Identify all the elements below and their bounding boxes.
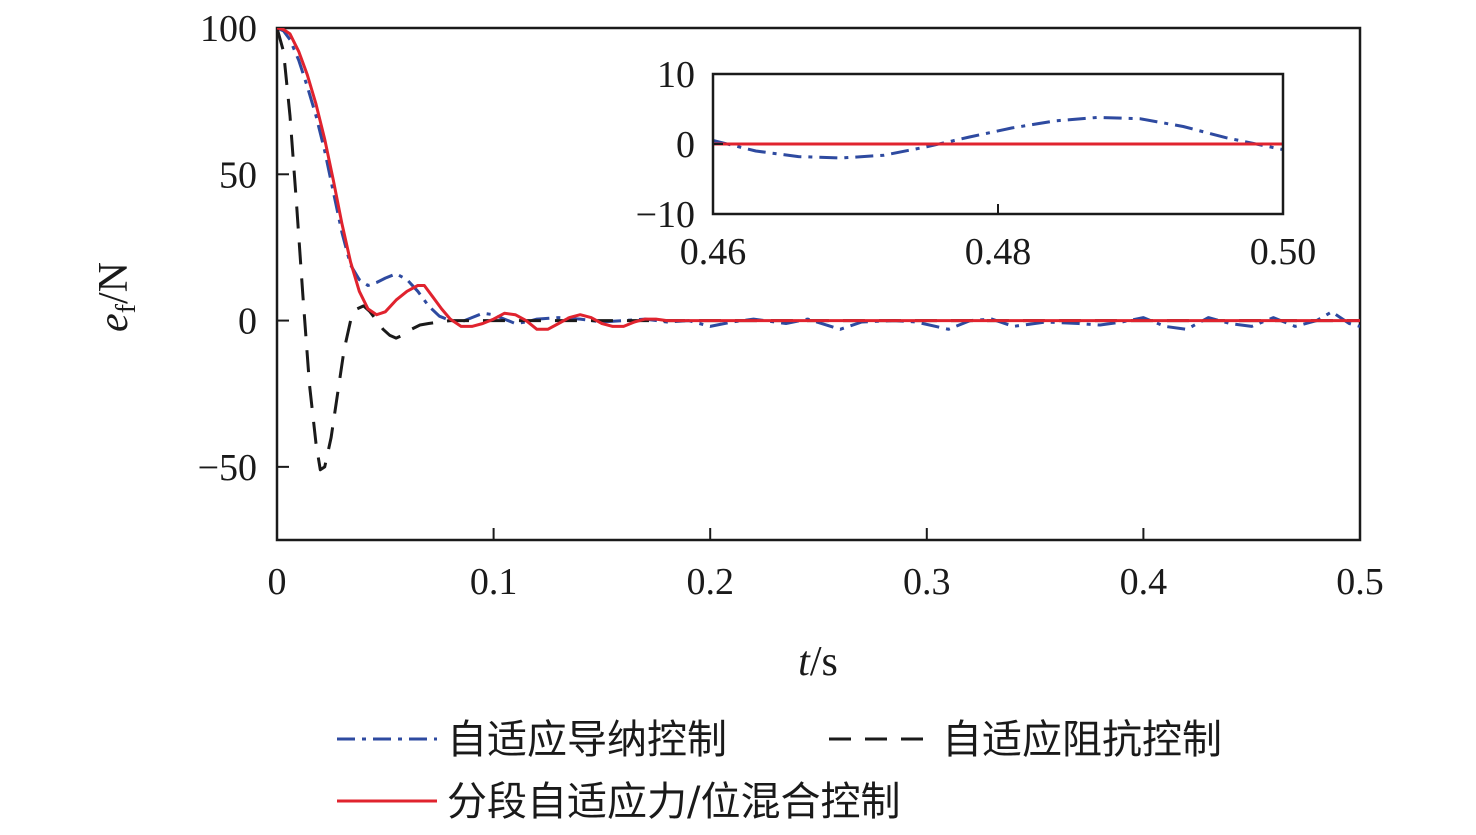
- x-tick-label: 0.48: [965, 231, 1032, 273]
- y-axis-sub: f: [111, 303, 142, 313]
- x-tick-label: 0.5: [1336, 561, 1384, 603]
- x-axis-var: t: [798, 639, 811, 685]
- x-tick-label: 0.50: [1250, 231, 1317, 273]
- main-plot-frame: [275, 26, 1362, 542]
- legend: 自适应导纳控制 自适应阻抗控制 分段自适应力/位混合控制: [337, 717, 1222, 825]
- x-axis-unit: /s: [810, 639, 838, 685]
- x-tick-label: 0.1: [470, 561, 518, 603]
- x-tick-label: 0: [268, 561, 287, 603]
- y-tick-label: 50: [219, 154, 257, 196]
- x-tick-label: 0.2: [686, 561, 734, 603]
- legend-label-admittance: 自适应导纳控制: [447, 717, 727, 763]
- legend-item-hybrid: 分段自适应力/位混合控制: [337, 779, 900, 825]
- y-tick-label: 100: [200, 8, 257, 50]
- legend-item-admittance: 自适应导纳控制: [337, 717, 727, 763]
- x-axis-label: t/s: [798, 639, 838, 685]
- inset-ticks: 0.46 0.48 0.50 −10 0 10: [636, 54, 1317, 273]
- inset-series: [713, 115, 1283, 160]
- series-line-dashdot: [713, 115, 1283, 160]
- legend-label-impedance: 自适应阻抗控制: [942, 717, 1222, 763]
- x-tick-label: 0.4: [1120, 561, 1168, 603]
- legend-label-hybrid: 分段自适应力/位混合控制: [447, 779, 900, 825]
- y-axis-unit: /N: [91, 262, 137, 304]
- series-line-dashed: [277, 28, 1360, 472]
- series-line-solid: [277, 28, 1360, 331]
- x-tick-label: 0.46: [680, 231, 747, 273]
- y-tick-label: −50: [198, 447, 257, 489]
- y-axis-label: ef/N: [91, 262, 142, 332]
- y-tick-label: −10: [636, 194, 695, 236]
- y-tick-label: 0: [238, 301, 257, 343]
- y-tick-label: 0: [676, 124, 695, 166]
- inset-plot: 0.46 0.48 0.50 −10 0 10: [636, 54, 1317, 273]
- y-tick-label: 10: [657, 54, 695, 96]
- x-tick-label: 0.3: [903, 561, 951, 603]
- legend-item-impedance: 自适应阻抗控制: [829, 717, 1222, 763]
- y-axis-var: e: [91, 313, 137, 332]
- main-series: [277, 28, 1360, 472]
